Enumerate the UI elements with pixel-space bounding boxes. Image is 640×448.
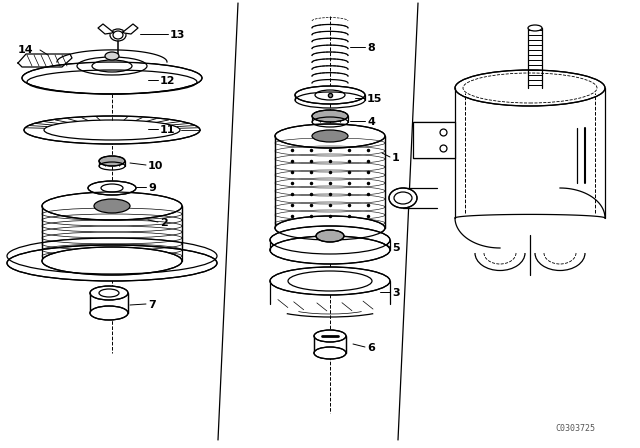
Text: 4: 4 (367, 117, 375, 127)
Ellipse shape (99, 156, 125, 166)
Text: 11: 11 (160, 125, 175, 135)
Polygon shape (123, 24, 138, 34)
Ellipse shape (22, 62, 202, 94)
Bar (275, 136, 385, 228)
Ellipse shape (312, 130, 348, 142)
Bar (90, 293, 128, 313)
Ellipse shape (90, 306, 128, 320)
Ellipse shape (270, 267, 390, 295)
Text: 7: 7 (148, 300, 156, 310)
Ellipse shape (314, 347, 346, 359)
Ellipse shape (42, 192, 182, 220)
Text: 13: 13 (170, 30, 186, 40)
Ellipse shape (275, 124, 385, 148)
Text: 10: 10 (148, 161, 163, 171)
Text: 15: 15 (367, 94, 382, 104)
Text: 2: 2 (160, 218, 168, 228)
Ellipse shape (455, 70, 605, 106)
Ellipse shape (312, 110, 348, 122)
Text: 6: 6 (367, 343, 375, 353)
Ellipse shape (105, 52, 119, 60)
Ellipse shape (94, 199, 130, 213)
Ellipse shape (275, 216, 385, 240)
Ellipse shape (7, 245, 217, 281)
Ellipse shape (270, 226, 390, 254)
Text: C0303725: C0303725 (555, 424, 595, 433)
Ellipse shape (316, 230, 344, 242)
Ellipse shape (24, 116, 200, 144)
Ellipse shape (42, 247, 182, 275)
Ellipse shape (90, 286, 128, 300)
Bar (314, 336, 346, 353)
Text: 14: 14 (18, 45, 34, 55)
Text: 3: 3 (392, 288, 399, 298)
Bar (42, 206, 182, 261)
Text: 1: 1 (392, 153, 400, 163)
Ellipse shape (314, 330, 346, 342)
Polygon shape (57, 50, 167, 62)
Text: 9: 9 (148, 183, 156, 193)
Polygon shape (98, 24, 113, 34)
Ellipse shape (88, 181, 136, 195)
Text: 12: 12 (160, 76, 175, 86)
Ellipse shape (270, 236, 390, 264)
Ellipse shape (295, 86, 365, 104)
Text: 5: 5 (392, 243, 399, 253)
Ellipse shape (110, 29, 126, 41)
Bar (413, 122, 455, 158)
Ellipse shape (528, 25, 542, 31)
Polygon shape (18, 54, 72, 67)
Ellipse shape (389, 188, 417, 208)
Text: 8: 8 (367, 43, 375, 53)
